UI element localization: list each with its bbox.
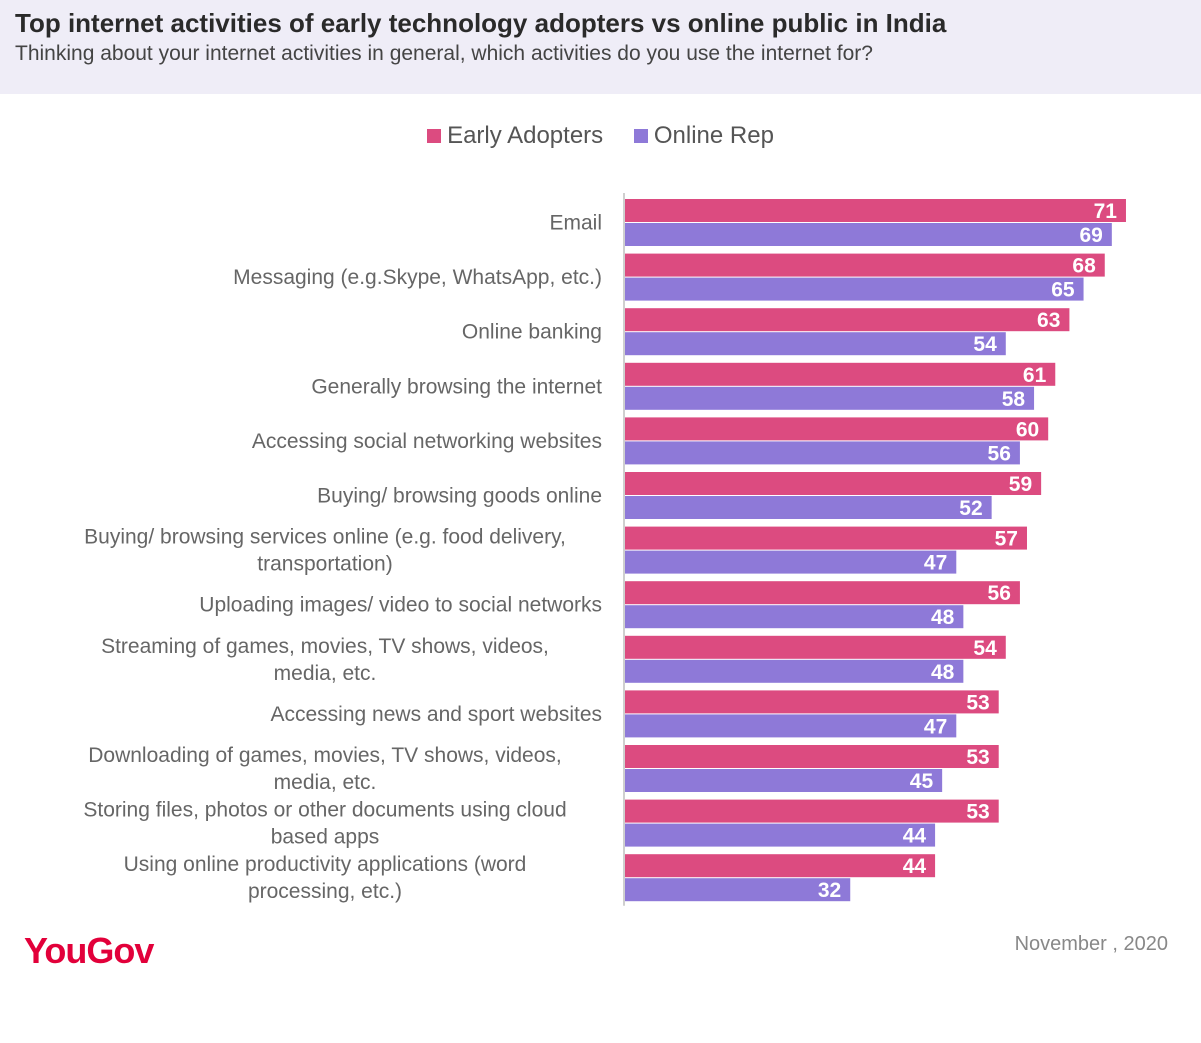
bar-online-rep [624,332,1006,356]
bar-online-rep [624,714,957,738]
data-label: 48 [931,661,955,684]
data-label: 54 [973,637,997,660]
legend-swatch-early-adopters [427,129,442,143]
legend-item-early-adopters: Early Adopters [427,122,603,150]
bar-early-adopters [624,745,999,768]
data-label: 32 [818,879,841,902]
data-label: 61 [1023,364,1047,387]
data-label: 56 [988,582,1011,605]
bar-online-rep [624,441,1020,465]
bar-early-adopters [624,799,999,823]
data-label: 56 [988,442,1011,465]
bar-early-adopters [624,362,1056,386]
data-label: 52 [959,497,982,520]
category-label: Accessing news and sport websites [271,703,603,726]
data-label: 68 [1072,255,1096,278]
category-label: Accessing social networking websites [252,430,602,453]
data-label: 47 [924,552,947,575]
bar-online-rep [624,223,1112,246]
bar-online-rep [624,659,964,683]
legend-swatch-online-rep [633,129,648,143]
legend: Early Adopters Online Rep [0,122,1201,150]
data-label: 53 [966,801,989,824]
legend-label-early-adopters: Early Adopters [447,122,604,149]
data-label: 53 [966,746,989,769]
category-label: Storing files, photos or other documents… [83,799,566,822]
data-label: 44 [903,855,927,878]
category-label: Streaming of games, movies, TV shows, vi… [101,635,549,658]
data-label: 45 [910,770,934,793]
bar-online-rep [624,550,957,574]
category-label: Generally browsing the internet [311,375,602,398]
data-label: 71 [1094,200,1118,223]
category-label: Uploading images/ video to social networ… [199,594,602,617]
category-label: based apps [271,826,380,849]
category-label: processing, etc.) [248,880,402,903]
bar-early-adopters [624,253,1105,277]
category-label: Online banking [462,321,602,344]
bar-early-adopters [624,581,1020,605]
data-label: 47 [924,715,947,738]
bar-early-adopters [624,854,936,878]
date-note: November , 2020 [1014,933,1168,955]
bar-online-rep [624,496,992,519]
bar-online-rep [624,823,936,847]
category-label: transportation) [257,553,392,576]
data-label: 48 [931,606,955,629]
category-label: Messaging (e.g.Skype, WhatsApp, etc.) [233,266,602,289]
bar-early-adopters [624,690,999,714]
data-label: 53 [966,691,989,714]
data-label: 44 [903,825,927,848]
data-label: 54 [973,333,997,356]
category-label: media, etc. [274,662,377,685]
header-banner: Top internet activities of early technol… [0,0,1201,94]
data-label: 57 [995,528,1018,551]
data-label: 65 [1051,279,1075,302]
data-label: 58 [1002,388,1026,411]
bar-online-rep [624,386,1035,410]
category-label: Buying/ browsing services online (e.g. f… [84,526,566,549]
category-label: Using online productivity applications (… [124,853,527,876]
bar-early-adopters [624,472,1042,495]
bar-online-rep [624,878,851,902]
yougov-logo: YouGov [24,930,154,971]
data-label: 59 [1009,473,1032,496]
data-label: 69 [1079,224,1102,247]
data-label: 63 [1037,309,1060,332]
bar-early-adopters [624,199,1126,222]
bar-early-adopters [624,635,1006,659]
bar-early-adopters [624,526,1027,550]
chart-subtitle: Thinking about your internet activities … [15,42,873,65]
bar-online-rep [624,605,964,629]
legend-label-online-rep: Online Rep [653,122,774,149]
bar-online-rep [624,277,1084,301]
category-label: media, etc. [274,771,377,794]
chart-title: Top internet activities of early technol… [15,8,947,38]
category-label: Email [549,212,602,235]
bar-early-adopters [624,417,1049,441]
bar-online-rep [624,769,943,792]
category-label: Buying/ browsing goods online [317,485,602,508]
legend-item-online-rep: Online Rep [633,122,774,150]
bar-early-adopters [624,308,1070,332]
data-label: 60 [1016,418,1039,441]
category-label: Downloading of games, movies, TV shows, … [88,744,562,767]
